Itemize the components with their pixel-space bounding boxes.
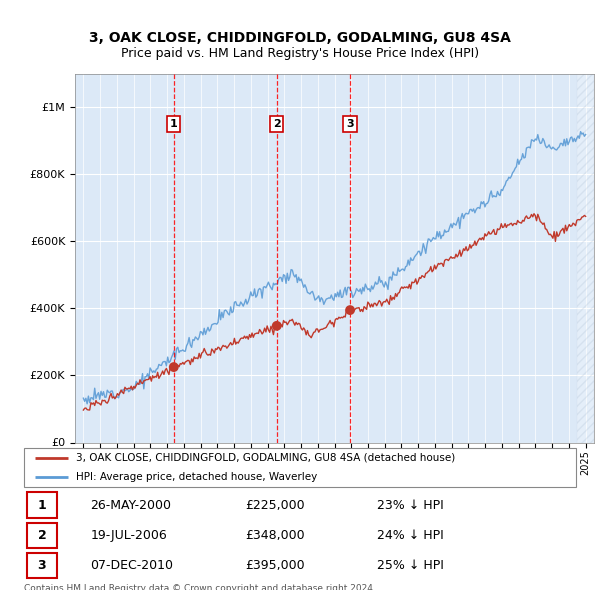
Text: 2: 2 [273, 119, 281, 129]
Point [345, 306, 355, 315]
Text: 2: 2 [38, 529, 46, 542]
Text: 26-MAY-2000: 26-MAY-2000 [90, 499, 171, 512]
Text: 3, OAK CLOSE, CHIDDINGFOLD, GODALMING, GU8 4SA: 3, OAK CLOSE, CHIDDINGFOLD, GODALMING, G… [89, 31, 511, 45]
Text: HPI: Average price, detached house, Waverley: HPI: Average price, detached house, Wave… [76, 472, 317, 482]
Point [272, 321, 281, 330]
Text: £225,000: £225,000 [245, 499, 304, 512]
FancyBboxPatch shape [27, 523, 57, 548]
Text: £348,000: £348,000 [245, 529, 304, 542]
Text: 24% ↓ HPI: 24% ↓ HPI [377, 529, 444, 542]
Text: 1: 1 [170, 119, 178, 129]
FancyBboxPatch shape [27, 553, 57, 578]
Text: 3: 3 [38, 559, 46, 572]
Text: Price paid vs. HM Land Registry's House Price Index (HPI): Price paid vs. HM Land Registry's House … [121, 47, 479, 60]
Text: 1: 1 [38, 499, 46, 512]
Point [169, 362, 179, 372]
Text: 23% ↓ HPI: 23% ↓ HPI [377, 499, 444, 512]
FancyBboxPatch shape [27, 493, 57, 518]
Text: 25% ↓ HPI: 25% ↓ HPI [377, 559, 444, 572]
Text: 19-JUL-2006: 19-JUL-2006 [90, 529, 167, 542]
Text: Contains HM Land Registry data © Crown copyright and database right 2024.
This d: Contains HM Land Registry data © Crown c… [24, 584, 376, 590]
Text: 07-DEC-2010: 07-DEC-2010 [90, 559, 173, 572]
Text: 3, OAK CLOSE, CHIDDINGFOLD, GODALMING, GU8 4SA (detached house): 3, OAK CLOSE, CHIDDINGFOLD, GODALMING, G… [76, 453, 455, 463]
Text: £395,000: £395,000 [245, 559, 304, 572]
Text: 3: 3 [346, 119, 354, 129]
FancyBboxPatch shape [24, 448, 576, 487]
